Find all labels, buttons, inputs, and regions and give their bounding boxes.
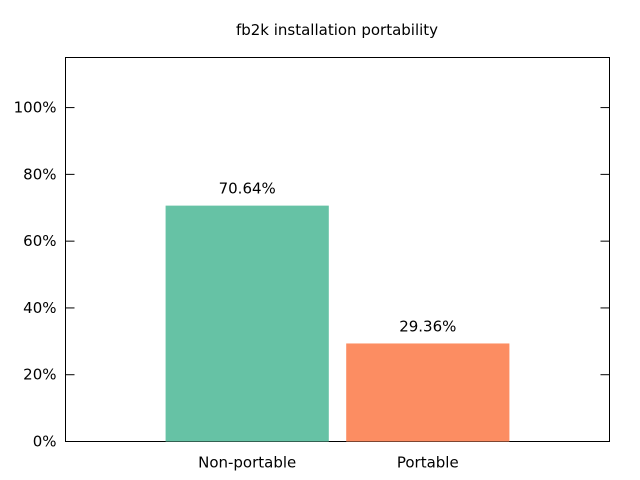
y-tick-label: 20% (23, 366, 56, 384)
y-tick-label: 0% (33, 433, 57, 451)
y-tick-label: 40% (23, 299, 56, 317)
chart-title: fb2k installation portability (236, 21, 438, 39)
y-tick-label: 60% (23, 232, 56, 250)
bar (346, 343, 510, 442)
y-tick-label: 100% (14, 99, 57, 117)
x-axis: Non-portable Portable (198, 454, 459, 472)
y-tick-label: 80% (23, 165, 56, 183)
x-tick-label: Portable (397, 454, 459, 472)
x-tick-label: Non-portable (198, 454, 296, 472)
plot-frame (65, 57, 610, 442)
y-axis: 0% 20% 40% 60% 80% 100% (14, 99, 610, 451)
bar-value-label: 29.36% (399, 317, 456, 335)
bar-value-label: 70.64% (219, 180, 276, 198)
value-labels: 70.64% 29.36% (219, 180, 457, 336)
bar (165, 205, 329, 442)
bars (165, 205, 510, 442)
